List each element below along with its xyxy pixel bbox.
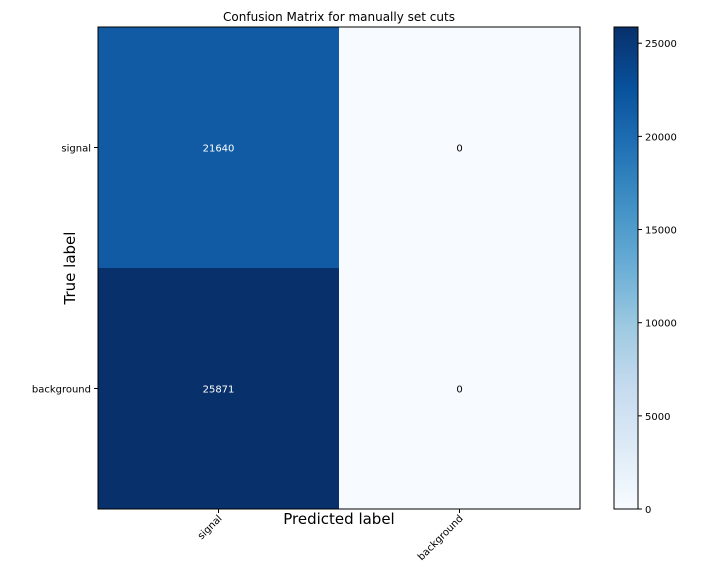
heatmap-cell-labels: 21640 0 25871 0 xyxy=(203,144,463,396)
heatmap-cell xyxy=(339,268,580,509)
y-axis-label: True label xyxy=(61,232,79,306)
x-tick-label: background xyxy=(416,513,466,563)
colorbar-tick-label: 15000 xyxy=(645,226,677,237)
colorbar-tick-label: 10000 xyxy=(645,319,677,330)
cell-value-label: 0 xyxy=(456,385,462,396)
cell-value-label: 21640 xyxy=(203,144,235,155)
colorbar-tick-label: 5000 xyxy=(645,412,670,423)
cell-value-label: 0 xyxy=(456,144,462,155)
colorbar-tick-label: 20000 xyxy=(645,132,677,143)
x-tick-label: signal xyxy=(196,513,225,542)
heatmap-cell xyxy=(339,27,580,268)
y-tick-label: background xyxy=(32,385,91,396)
y-tick-label: signal xyxy=(61,144,91,155)
plot-frame xyxy=(97,26,581,510)
heatmap-cell xyxy=(98,27,339,268)
cell-value-label: 25871 xyxy=(203,385,235,396)
colorbar xyxy=(613,26,639,510)
heatmap-cells xyxy=(98,27,580,509)
colorbar-tick-label: 25000 xyxy=(645,39,677,50)
chart-title: Confusion Matrix for manually set cuts xyxy=(223,10,455,24)
x-axis-label: Predicted label xyxy=(283,510,394,528)
heatmap-cell xyxy=(98,268,339,509)
colorbar-ticks: 0 5000 10000 15000 20000 25000 xyxy=(638,39,677,516)
y-axis-ticks: signal background xyxy=(32,144,98,396)
colorbar-tick-label: 0 xyxy=(645,505,651,516)
